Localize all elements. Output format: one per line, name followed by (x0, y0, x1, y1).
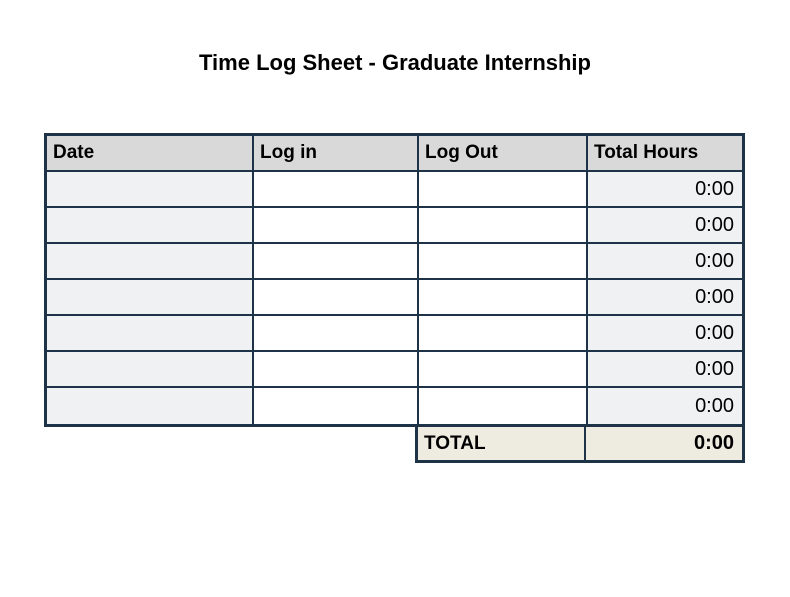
total-hours-cell: 0:00 (588, 208, 742, 244)
total-value: 0:00 (586, 427, 742, 460)
log-in-cell[interactable] (254, 352, 419, 388)
log-in-cell[interactable] (254, 208, 419, 244)
date-cell[interactable] (47, 208, 254, 244)
header-log-out: Log Out (419, 136, 588, 172)
header-total-hours: Total Hours (588, 136, 742, 172)
log-out-cell[interactable] (419, 280, 588, 316)
total-hours-cell: 0:00 (588, 244, 742, 280)
date-cell[interactable] (47, 352, 254, 388)
log-in-cell[interactable] (254, 388, 419, 424)
date-cell[interactable] (47, 172, 254, 208)
time-log-table: Date Log in Log Out Total Hours 0:00 0:0… (44, 133, 745, 427)
total-hours-cell: 0:00 (588, 388, 742, 424)
log-out-cell[interactable] (419, 388, 588, 424)
date-cell[interactable] (47, 280, 254, 316)
log-in-cell[interactable] (254, 244, 419, 280)
total-hours-cell: 0:00 (588, 172, 742, 208)
header-date: Date (47, 136, 254, 172)
total-hours-cell: 0:00 (588, 352, 742, 388)
total-label: TOTAL (418, 427, 586, 460)
date-cell[interactable] (47, 316, 254, 352)
date-cell[interactable] (47, 244, 254, 280)
total-row: TOTAL 0:00 (415, 427, 745, 463)
log-out-cell[interactable] (419, 352, 588, 388)
date-cell[interactable] (47, 388, 254, 424)
page-title: Time Log Sheet - Graduate Internship (199, 50, 591, 75)
header-log-in: Log in (254, 136, 419, 172)
total-hours-cell: 0:00 (588, 316, 742, 352)
log-out-cell[interactable] (419, 316, 588, 352)
log-out-cell[interactable] (419, 172, 588, 208)
log-out-cell[interactable] (419, 208, 588, 244)
log-out-cell[interactable] (419, 244, 588, 280)
log-in-cell[interactable] (254, 316, 419, 352)
total-hours-cell: 0:00 (588, 280, 742, 316)
log-in-cell[interactable] (254, 172, 419, 208)
log-in-cell[interactable] (254, 280, 419, 316)
